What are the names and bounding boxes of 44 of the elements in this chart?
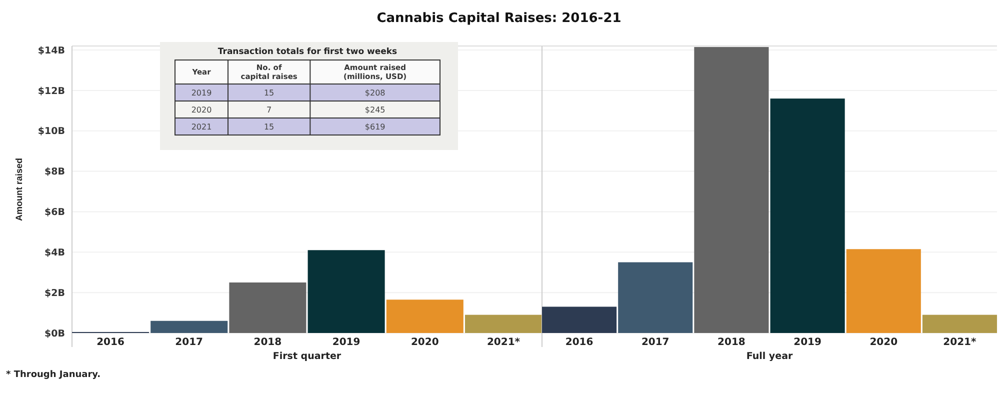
chart-title: Cannabis Capital Raises: 2016-21 [376, 11, 622, 26]
x-tick-label: 2017 [641, 337, 670, 348]
y-axis-title: Amount raised [14, 158, 24, 222]
x-tick-label: 2018 [254, 337, 282, 348]
x-tick-label: 2020 [870, 337, 898, 348]
x-tick-label: 2021* [943, 337, 978, 348]
x-tick-label: 2019 [332, 337, 360, 348]
x-tick-label: 2017 [175, 337, 204, 348]
x-axis-title: First quarter [272, 351, 342, 362]
y-tick-label: $12B [38, 86, 65, 97]
y-tick-label: $0B [44, 328, 65, 340]
text: * Through January. [6, 370, 101, 380]
x-tick-label: 2019 [794, 337, 822, 348]
y-tick-label: $14B [38, 45, 65, 56]
bar [618, 262, 693, 333]
text: 15 [264, 122, 274, 132]
bar [694, 47, 769, 333]
bar [150, 320, 228, 333]
y-tick-label: $10B [38, 126, 65, 138]
x-tick-label: 2021* [486, 337, 521, 348]
text: $208 [364, 88, 386, 98]
text: $245 [364, 105, 386, 114]
x-tick-label: 2020 [410, 337, 439, 348]
text: 7 [266, 105, 272, 114]
x-tick-label: 2016 [96, 337, 124, 348]
bar [846, 249, 921, 333]
y-tick-label: $4B [44, 247, 65, 258]
y-tick-label: $8B [44, 166, 65, 178]
bar [229, 282, 306, 333]
bar [770, 98, 845, 333]
text: Transaction totals for first two weeks [218, 47, 398, 57]
text: 2020 [191, 105, 212, 114]
bar [922, 314, 997, 333]
bar [308, 250, 385, 333]
x-tick-label: 2018 [718, 337, 746, 348]
text: 2019 [191, 88, 212, 98]
text: 2021 [191, 122, 212, 132]
y-tick-label: $6B [44, 207, 65, 218]
x-axis-title: Full year [746, 351, 793, 362]
bar [386, 300, 464, 333]
text: $619 [364, 122, 386, 132]
y-tick-label: $2B [44, 288, 65, 299]
x-tick-label: 2016 [565, 337, 594, 348]
text: 15 [264, 88, 274, 98]
